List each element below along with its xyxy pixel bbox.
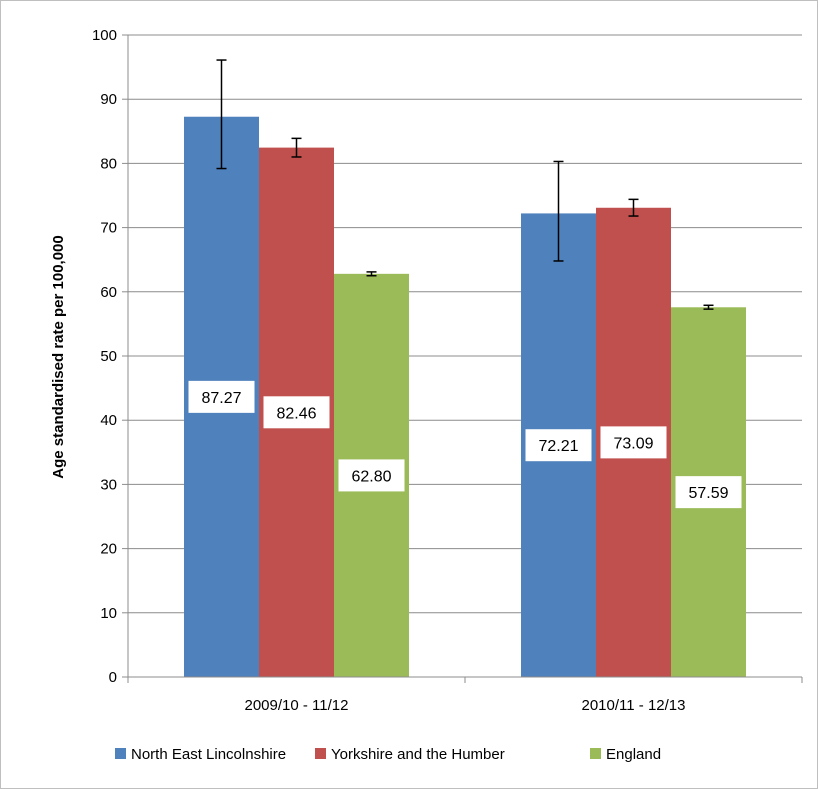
data-label: 73.09	[613, 435, 653, 452]
data-label-box	[338, 459, 405, 492]
data-labels: 87.27 82.46 62.80 72.21 73.09 57.59	[188, 380, 742, 509]
y-tick-label: 40	[100, 412, 117, 429]
error-bars	[216, 59, 714, 310]
y-axis-ticks: 0 10 20 30 40 50 60 70 80 90 100	[92, 27, 128, 686]
data-label-box	[600, 426, 667, 459]
y-tick-label: 20	[100, 541, 117, 558]
y-tick-label: 100	[92, 27, 117, 44]
data-label: 62.80	[351, 468, 391, 485]
legend-swatch	[315, 748, 326, 759]
legend: North East Lincolnshire Yorkshire and the…	[115, 746, 661, 763]
y-tick-label: 10	[100, 605, 117, 622]
y-tick-label: 60	[100, 284, 117, 301]
data-label-box	[263, 396, 330, 429]
legend-label: Yorkshire and the Humber	[331, 746, 505, 763]
y-tick-label: 70	[100, 220, 117, 237]
data-label-box	[675, 476, 742, 509]
y-tick-label: 50	[100, 348, 117, 365]
data-label: 82.46	[276, 405, 316, 422]
data-label: 57.59	[688, 485, 728, 502]
y-tick-label: 80	[100, 155, 117, 172]
data-label-box	[188, 380, 255, 413]
y-axis-title: Age standardised rate per 100,000	[50, 235, 67, 478]
legend-swatch	[115, 748, 126, 759]
x-axis-ticks: 2009/10 - 11/12 2010/11 - 12/13	[127, 677, 803, 714]
legend-label: North East Lincolnshire	[131, 746, 286, 763]
legend-swatch	[590, 748, 601, 759]
y-tick-label: 0	[109, 669, 117, 686]
legend-label: England	[606, 746, 661, 763]
data-label: 87.27	[201, 390, 241, 407]
x-tick-label: 2009/10 - 11/12	[245, 697, 349, 714]
y-tick-label: 90	[100, 91, 117, 108]
data-label: 72.21	[538, 438, 578, 455]
y-tick-label: 30	[100, 476, 117, 493]
data-label-box	[525, 429, 592, 462]
x-tick-label: 2010/11 - 12/13	[582, 697, 686, 714]
